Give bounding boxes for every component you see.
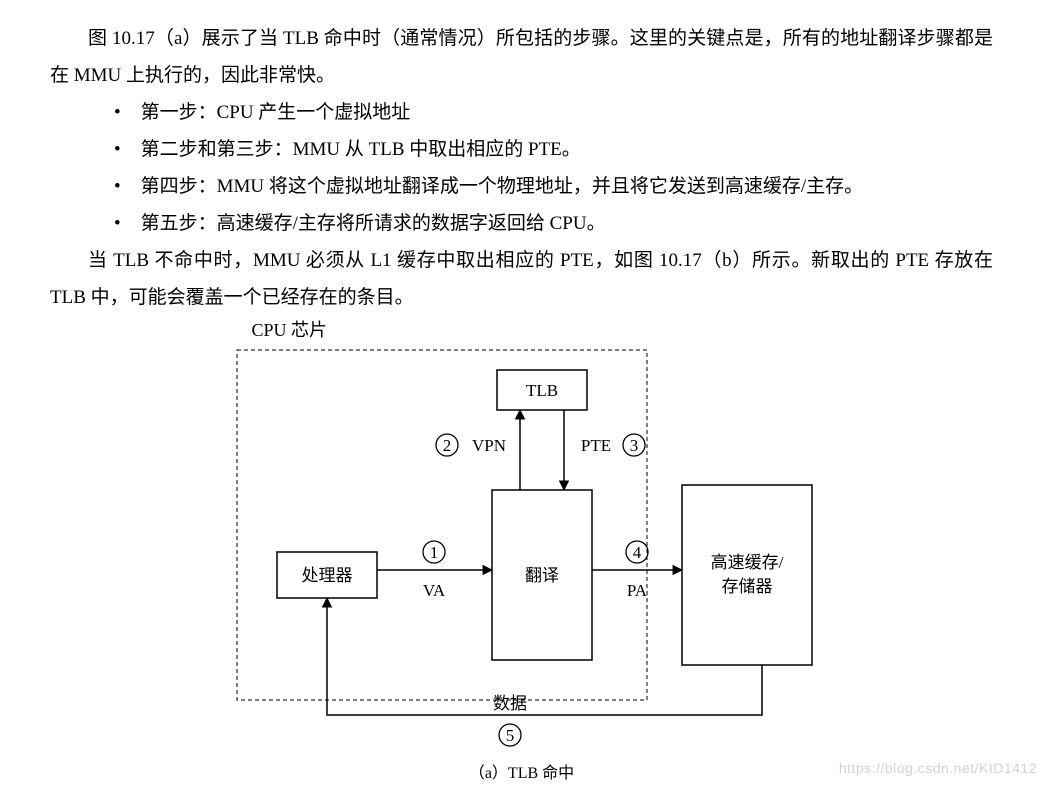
mmu-label: 翻译 xyxy=(525,566,559,585)
cache-label-2: 存储器 xyxy=(721,577,772,596)
cache-label-1: 高速缓存/ xyxy=(710,553,783,572)
cache-node xyxy=(682,485,812,665)
chip-label: CPU 芯片 xyxy=(252,316,328,342)
step-3-num: 3 xyxy=(629,436,638,455)
edge-vpn-label: VPN xyxy=(471,436,505,455)
edge-pte-label: PTE xyxy=(580,436,610,455)
step-list: 第一步：CPU 产生一个虚拟地址 第二步和第三步：MMU 从 TLB 中取出相应… xyxy=(114,94,993,242)
tlb-label: TLB xyxy=(525,381,557,400)
step-item: 第一步：CPU 产生一个虚拟地址 xyxy=(114,94,993,131)
paragraph-1: 图 10.17（a）展示了当 TLB 命中时（通常情况）所包括的步骤。这里的关键… xyxy=(50,20,993,94)
page: 图 10.17（a）展示了当 TLB 命中时（通常情况）所包括的步骤。这里的关键… xyxy=(0,0,1043,782)
figure-wrapper: CPU 芯片 TLB 处理器 翻译 高速缓存/ 存储器 xyxy=(202,320,842,790)
step-1-num: 1 xyxy=(429,543,438,562)
edge-pa-label: PA xyxy=(626,581,647,600)
tlb-hit-diagram: TLB 处理器 翻译 高速缓存/ 存储器 1 VA 2 VPN 3 xyxy=(202,320,842,750)
step-5-num: 5 xyxy=(505,726,514,745)
step-item: 第二步和第三步：MMU 从 TLB 中取出相应的 PTE。 xyxy=(114,131,993,168)
paragraph-2: 当 TLB 不命中时，MMU 必须从 L1 缓存中取出相应的 PTE，如图 10… xyxy=(50,242,993,316)
cpu-label: 处理器 xyxy=(301,566,352,585)
edge-va-label: VA xyxy=(422,581,445,600)
step-item: 第五步：高速缓存/主存将所请求的数据字返回给 CPU。 xyxy=(114,205,993,242)
figure-caption: （a）TLB 命中 xyxy=(202,759,842,783)
step-item: 第四步：MMU 将这个虚拟地址翻译成一个物理地址，并且将它发送到高速缓存/主存。 xyxy=(114,168,993,205)
step-4-num: 4 xyxy=(632,543,641,562)
watermark: https://blog.csdn.net/KID1412 xyxy=(839,760,1037,776)
edge-data-label: 数据 xyxy=(493,694,527,713)
step-2-num: 2 xyxy=(442,436,451,455)
